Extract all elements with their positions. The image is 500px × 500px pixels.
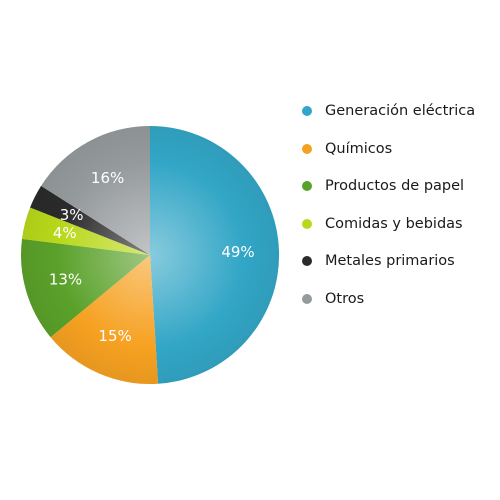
legend-label-generacion-electrica: Generación eléctrica [325, 103, 476, 119]
legend-item-generacion-electrica: Generación eléctrica [302, 96, 475, 126]
pie-slice-metales-primarios [30, 185, 151, 255]
legend-item-otros: Otros [302, 284, 475, 314]
legend-label-quimicos: Químicos [325, 140, 393, 157]
pie-value-label-generacion-electrica: 49% [221, 243, 254, 261]
legend-item-metales-primarios: Metales primarios [302, 246, 475, 276]
pie-slice-comidas-y-bebidas [22, 207, 150, 255]
legend-swatch-generacion-electrica [302, 106, 312, 116]
pie-value-label-comidas-y-bebidas: 4% [53, 224, 77, 242]
pie-value-label-otros: 16% [91, 169, 124, 187]
legend-swatch-metales-primarios [302, 256, 312, 266]
pie-value-label-productos-de-papel: 13% [49, 271, 82, 289]
pie-value-label-quimicos: 15% [98, 327, 131, 345]
legend-label-comidas-y-bebidas: Comidas y bebidas [325, 215, 463, 232]
pie-slice-otros [41, 126, 150, 255]
legend: Generación eléctrica Químicos Productos de… [302, 96, 475, 321]
pie-slices [21, 125, 280, 385]
legend-swatch-productos-de-papel [302, 181, 312, 191]
pie-slice-productos-de-papel [21, 238, 150, 338]
legend-item-productos-de-papel: Productos de papel [302, 171, 475, 201]
legend-item-comidas-y-bebidas: Comidas y bebidas [302, 209, 475, 239]
legend-item-quimicos: Químicos [302, 134, 475, 164]
pie-slice-generacion-electrica [150, 125, 280, 384]
legend-swatch-comidas-y-bebidas [302, 218, 312, 229]
pie-value-label-metales-primarios: 3% [60, 206, 84, 224]
pie-labels: 49% 15% 13% 4%3% 16% [49, 169, 255, 345]
legend-label-productos-de-papel: Productos de papel [325, 178, 465, 194]
legend-swatch-otros [302, 293, 312, 304]
legend-swatch-quimicos [302, 143, 312, 154]
legend-label-metales-primarios: Metales primarios [325, 253, 455, 269]
pie-slice-quimicos [50, 255, 159, 385]
legend-label-otros: Otros [325, 290, 365, 307]
